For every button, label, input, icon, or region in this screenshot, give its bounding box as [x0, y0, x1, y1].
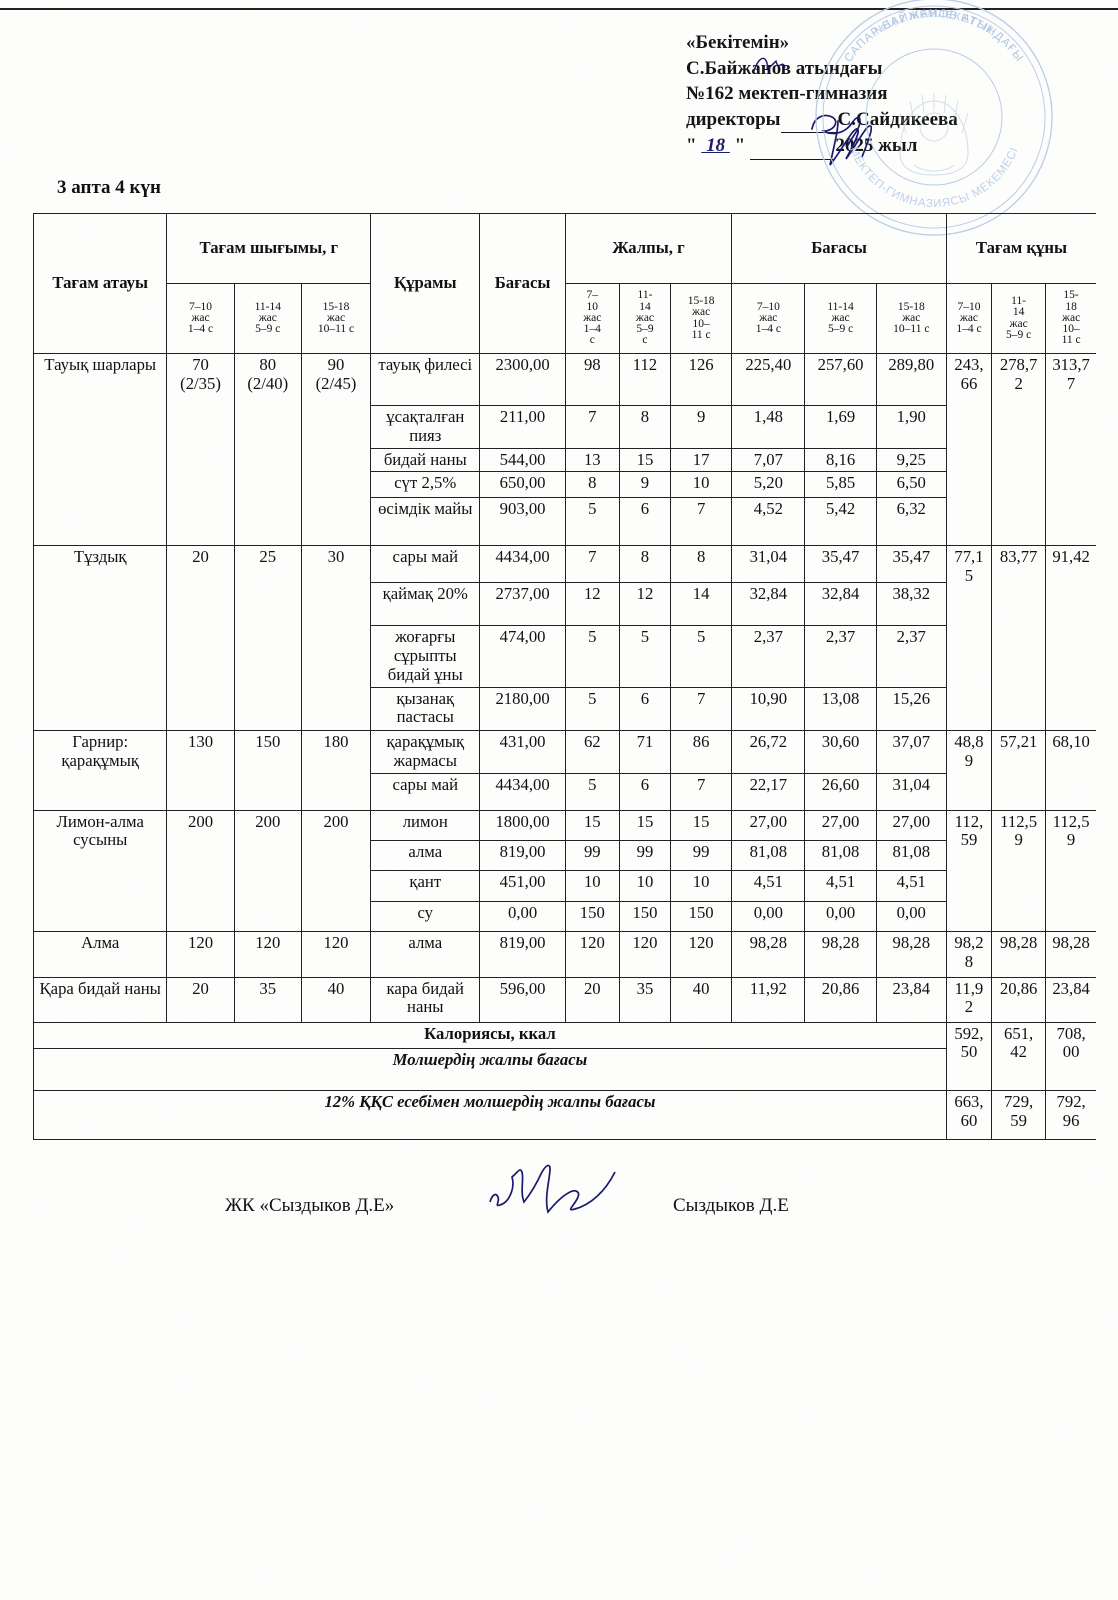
svg-text:МЕКТЕП-ГИМНАЗИЯСЫ МЕКЕМЕСІ: МЕКТЕП-ГИМНАЗИЯСЫ МЕКЕМЕСІ: [847, 145, 1021, 210]
svg-text:№162 МЕМЛЕКЕТТІК: №162 МЕМЛЕКЕТТІК: [872, 8, 996, 37]
